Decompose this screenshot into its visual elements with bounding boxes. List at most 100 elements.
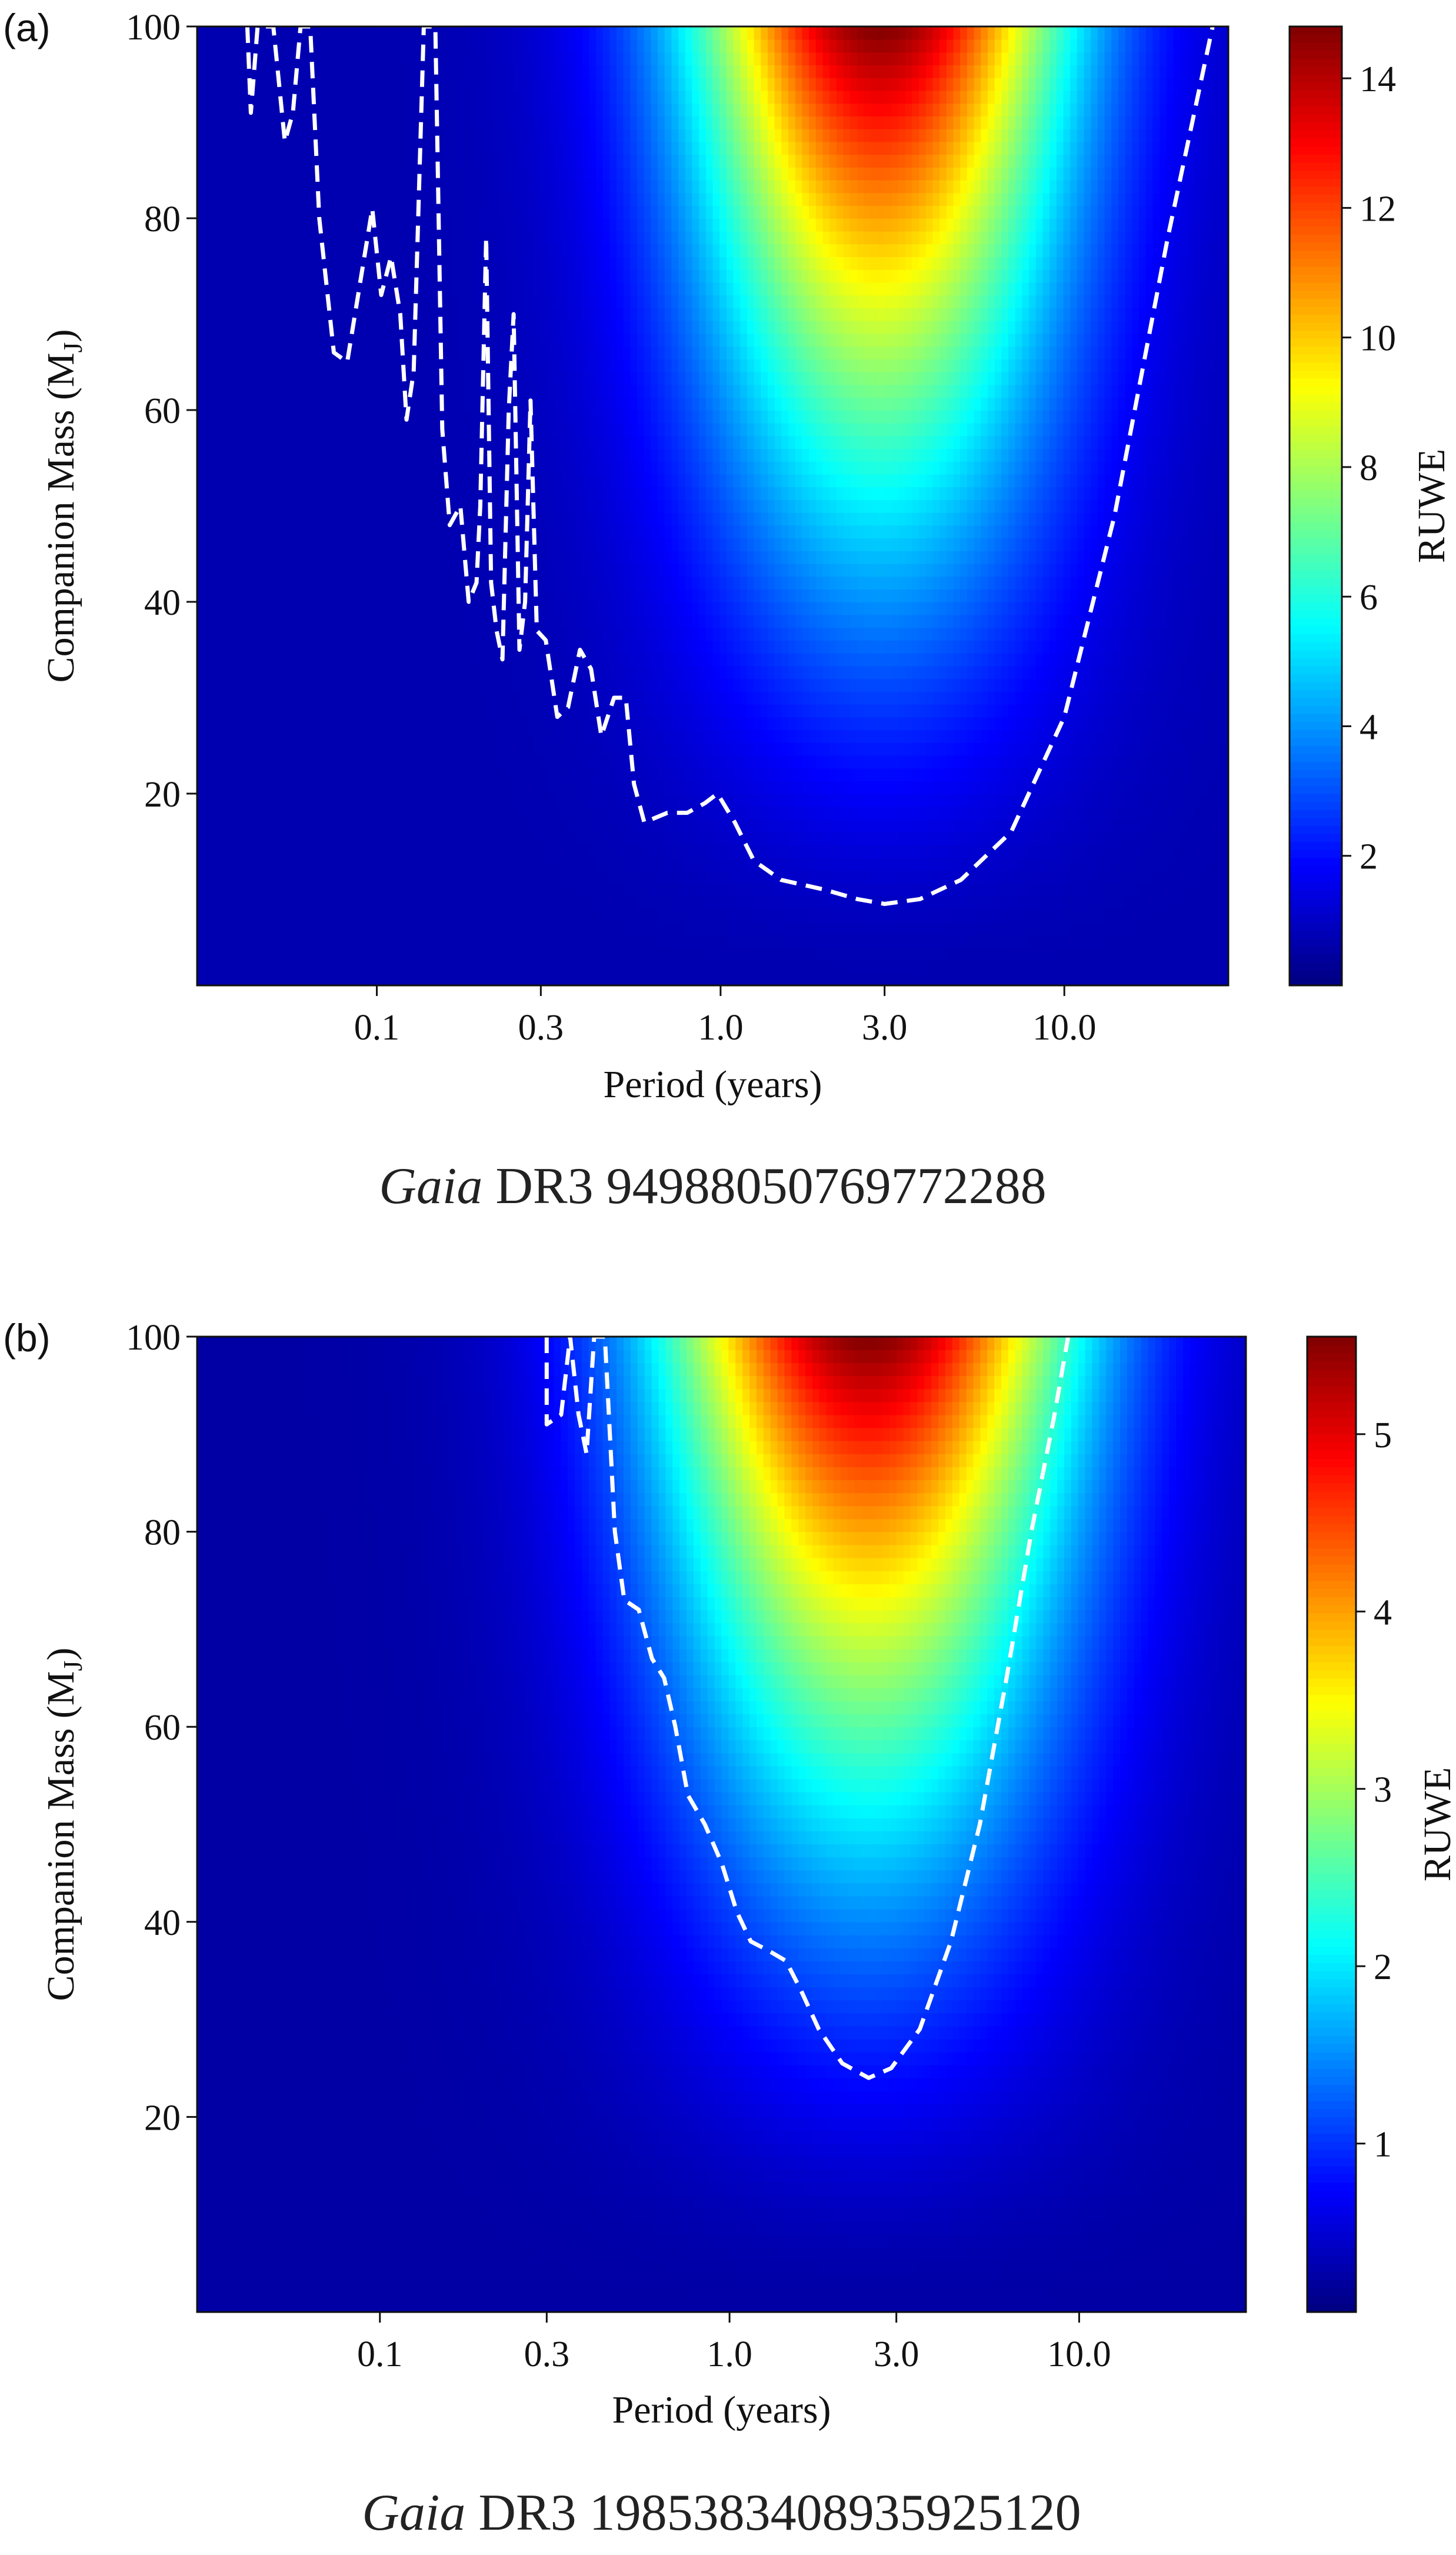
heatmap-cell	[245, 231, 252, 245]
heatmap-cell	[245, 499, 252, 513]
heatmap-cell	[245, 167, 252, 181]
heatmap-cell	[231, 781, 238, 794]
heatmap-cell	[273, 921, 280, 935]
heatmap-cell	[314, 896, 321, 910]
heatmap-cell	[252, 742, 259, 756]
heatmap-cell	[259, 499, 266, 513]
heatmap-cell	[259, 295, 266, 308]
heatmap-cell	[321, 960, 328, 974]
heatmap-cell	[259, 768, 266, 782]
heatmap-cell	[307, 615, 314, 628]
heatmap-cell	[273, 525, 280, 539]
heatmap-cell	[211, 794, 218, 807]
heatmap-cell	[266, 577, 273, 590]
heatmap-cell	[300, 295, 307, 308]
heatmap-cell	[335, 385, 342, 398]
heatmap-cell	[321, 91, 328, 104]
heatmap-cell	[218, 781, 225, 794]
heatmap-cell	[294, 359, 301, 372]
heatmap-cell	[231, 704, 238, 718]
heatmap-cell	[259, 167, 266, 181]
heatmap-cell	[197, 972, 204, 986]
heatmap-cell	[218, 142, 225, 155]
heatmap-cell	[218, 231, 225, 245]
heatmap-cell	[211, 487, 218, 500]
heatmap-cell	[286, 602, 294, 615]
heatmap-cell	[225, 52, 232, 65]
heatmap-cell	[211, 205, 218, 219]
heatmap-cell	[218, 461, 225, 475]
heatmap-cell	[266, 883, 273, 897]
heatmap-cell	[266, 781, 273, 794]
heatmap-cell	[307, 819, 314, 832]
heatmap-cell	[252, 602, 259, 615]
heatmap-cell	[259, 602, 266, 615]
heatmap-cell	[279, 193, 286, 206]
heatmap-cell	[245, 564, 252, 577]
heatmap-cell	[245, 858, 252, 871]
heatmap-cell	[314, 845, 321, 858]
heatmap-cell	[238, 282, 245, 296]
heatmap-cell	[197, 65, 204, 78]
heatmap-cell	[218, 448, 225, 462]
heatmap-cell	[300, 359, 307, 372]
heatmap-cell	[218, 397, 225, 411]
heatmap-cell	[279, 269, 286, 283]
heatmap-cell	[314, 487, 321, 500]
heatmap-cell	[204, 551, 211, 564]
heatmap-cell	[300, 193, 307, 206]
heatmap-cell	[294, 499, 301, 513]
heatmap-cell	[294, 627, 301, 641]
heatmap-cell	[231, 282, 238, 296]
heatmap-cell	[273, 142, 280, 155]
heatmap-cell	[321, 78, 328, 91]
heatmap-cell	[307, 678, 314, 692]
heatmap-cell	[238, 244, 245, 257]
heatmap-cell	[328, 499, 335, 513]
heatmap-cell	[266, 129, 273, 142]
heatmap-cell	[238, 167, 245, 181]
heatmap-cell	[238, 269, 245, 283]
heatmap-cell	[294, 385, 301, 398]
heatmap-cell	[238, 691, 245, 705]
heatmap-cell	[231, 551, 238, 564]
heatmap-cell	[238, 308, 245, 321]
heatmap-cell	[328, 385, 335, 398]
heatmap-cell	[245, 627, 252, 641]
heatmap-cell	[321, 717, 328, 731]
heatmap-cell	[266, 231, 273, 245]
heatmap-cell	[231, 742, 238, 756]
heatmap-cell	[279, 577, 286, 590]
heatmap-cell	[328, 781, 335, 794]
heatmap-cell	[321, 858, 328, 871]
heatmap-cell	[273, 461, 280, 475]
heatmap-cell	[321, 538, 328, 551]
heatmap-cell	[211, 653, 218, 667]
heatmap-cell	[211, 883, 218, 897]
heatmap-cell	[218, 858, 225, 871]
heatmap-cell	[328, 909, 335, 922]
heatmap-cell	[245, 742, 252, 756]
heatmap-cell	[218, 845, 225, 858]
heatmap-cell	[225, 781, 232, 794]
heatmap-cell	[197, 78, 204, 91]
heatmap-cell	[218, 896, 225, 910]
heatmap-cell	[238, 678, 245, 692]
heatmap-cell	[197, 499, 204, 513]
heatmap-cell	[294, 142, 301, 155]
heatmap-cell	[225, 564, 232, 577]
heatmap-cell	[335, 807, 342, 820]
heatmap-cell	[225, 909, 232, 922]
heatmap-cell	[231, 832, 238, 845]
heatmap-cell	[211, 858, 218, 871]
heatmap-cell	[238, 205, 245, 219]
heatmap-cell	[231, 909, 238, 922]
heatmap-cell	[286, 39, 294, 53]
heatmap-cell	[321, 768, 328, 782]
heatmap-cell	[307, 640, 314, 654]
heatmap-cell	[266, 461, 273, 475]
heatmap-cell	[300, 704, 307, 718]
heatmap-cell	[279, 65, 286, 78]
heatmap-cell	[300, 883, 307, 897]
heatmap-cell	[259, 691, 266, 705]
